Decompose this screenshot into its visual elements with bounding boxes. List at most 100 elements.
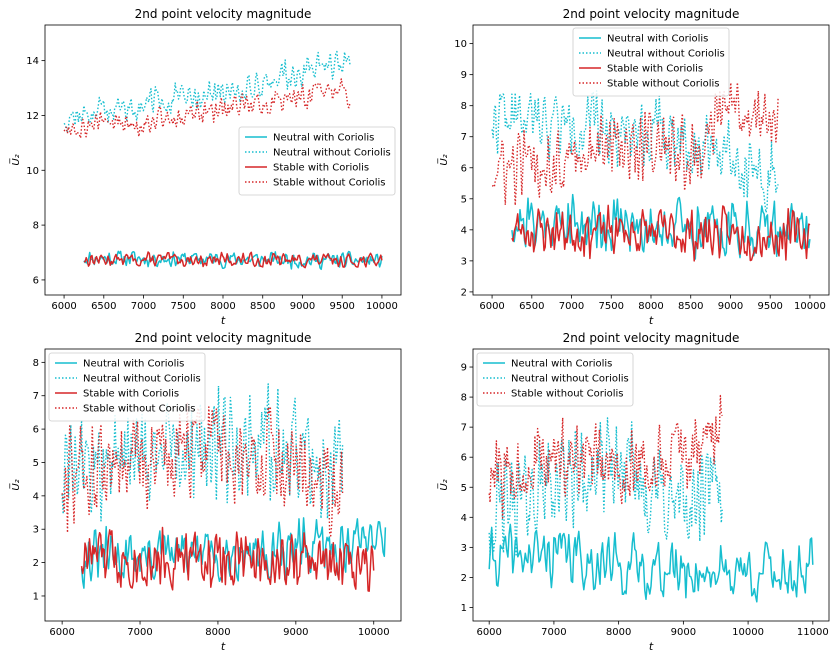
legend-entry: Neutral with Coriolis — [273, 133, 374, 144]
legend-entry: Neutral without Coriolis — [607, 49, 725, 60]
x-axis-label: t — [221, 314, 226, 327]
y-tick-label: 8 — [33, 358, 39, 369]
legend-entry: Stable without Coriolis — [83, 404, 196, 415]
y-tick-label: 5 — [33, 458, 39, 469]
y-tick-label: 4 — [461, 513, 467, 524]
chart-title: 2nd point velocity magnitude — [135, 7, 312, 21]
y-tick-label: 8 — [461, 101, 467, 112]
x-tick-label: 10000 — [794, 301, 826, 312]
x-tick-label: 9000 — [671, 627, 696, 638]
x-tick-label: 7000 — [559, 301, 584, 312]
legend-entry: Stable without Coriolis — [607, 79, 720, 90]
series-line-stable-without-coriolis — [491, 81, 779, 206]
legend: Neutral with Coriolis Neutral without Cor… — [238, 126, 396, 196]
legend: Neutral with Coriolis Neutral without Cor… — [476, 352, 634, 407]
series-line-neutral-with-coriolis — [488, 523, 814, 603]
series-line-neutral-without-coriolis — [488, 417, 723, 557]
legend-entry: Stable without Coriolis — [273, 178, 386, 189]
series-line-neutral-with-coriolis — [83, 250, 383, 271]
series-line-stable-without-coriolis — [61, 402, 344, 537]
x-tick-label: 7000 — [541, 627, 566, 638]
y-tick-label: 1 — [33, 591, 39, 602]
x-axis-label: t — [221, 640, 226, 653]
legend: Neutral with Coriolis Neutral without Cor… — [572, 27, 730, 97]
chart-title: 2nd point velocity magnitude — [563, 7, 740, 21]
x-tick-label: 11000 — [797, 627, 829, 638]
y-tick-label: 9 — [461, 70, 467, 81]
series-line-stable-with-coriolis — [80, 526, 375, 592]
y-tick-label: 14 — [26, 56, 39, 67]
legend-entry: Neutral without Coriolis — [273, 148, 391, 159]
y-tick-label: 7 — [461, 423, 467, 434]
legend-entry: Neutral without Coriolis — [511, 374, 629, 385]
legend-box — [48, 352, 206, 422]
x-tick-label: 8000 — [205, 627, 230, 638]
legend-box — [238, 126, 396, 196]
y-axis-label: U̅₂ — [9, 479, 22, 490]
chart-title: 2nd point velocity magnitude — [135, 331, 312, 345]
y-axis-label: U̅₂ — [437, 154, 450, 165]
x-tick-label: 9000 — [283, 627, 308, 638]
legend-entry: Neutral with Coriolis — [511, 359, 612, 370]
y-tick-label: 4 — [33, 491, 39, 502]
x-tick-label: 8000 — [638, 301, 663, 312]
y-tick-label: 5 — [461, 194, 467, 205]
y-tick-label: 7 — [33, 391, 39, 402]
y-tick-label: 4 — [461, 225, 467, 236]
y-tick-label: 8 — [33, 221, 39, 232]
y-tick-label: 9 — [461, 363, 467, 374]
axes-frame — [472, 348, 830, 622]
x-tick-label: 9500 — [329, 301, 354, 312]
x-axis-label: t — [649, 640, 654, 653]
x-tick-label: 8000 — [606, 627, 631, 638]
x-tick-label: 8000 — [210, 301, 235, 312]
chart-title: 2nd point velocity magnitude — [563, 331, 740, 345]
y-axis-label: U̅₂ — [437, 479, 450, 490]
y-tick-label: 8 — [461, 393, 467, 404]
legend-entry: Neutral with Coriolis — [83, 359, 184, 370]
x-tick-label: 10000 — [358, 627, 390, 638]
legend-box — [476, 352, 634, 407]
chart-panel-4: 2nd point velocity magnitude 6000 7000 8000… — [437, 331, 830, 653]
series-line-neutral-without-coriolis — [61, 383, 344, 522]
series-line-neutral-without-coriolis — [63, 50, 351, 134]
x-tick-label: 9000 — [718, 301, 743, 312]
y-tick-label: 10 — [454, 39, 467, 50]
x-tick-label: 6500 — [519, 301, 544, 312]
x-tick-label: 8500 — [250, 301, 275, 312]
legend-entry: Stable with Coriolis — [607, 64, 703, 75]
chart-panel-2: 2nd point velocity magnitude 6000 6500 7000… — [437, 7, 830, 327]
x-tick-label: 6000 — [479, 301, 504, 312]
legend-box — [572, 27, 730, 97]
x-tick-label: 6000 — [476, 627, 501, 638]
legend-entry: Neutral with Coriolis — [607, 34, 708, 45]
axes-frame — [44, 348, 402, 622]
x-tick-label: 10000 — [366, 301, 398, 312]
y-axis-label: U̅₂ — [9, 154, 22, 165]
series-line-stable-with-coriolis — [511, 204, 811, 262]
y-tick-label: 3 — [461, 256, 467, 267]
legend: Neutral with Coriolis Neutral without Cor… — [48, 352, 206, 422]
chart-panel-3: 2nd point velocity magnitude 6000 7000 8000… — [9, 331, 402, 653]
x-tick-label: 9500 — [757, 301, 782, 312]
y-tick-label: 12 — [26, 111, 39, 122]
legend-entry: Neutral without Coriolis — [83, 374, 201, 385]
x-axis-label: t — [649, 314, 654, 327]
series-line-stable-without-coriolis — [488, 394, 723, 519]
x-tick-label: 7000 — [127, 627, 152, 638]
x-tick-label: 7000 — [131, 301, 156, 312]
y-tick-label: 2 — [461, 573, 467, 584]
y-tick-label: 3 — [461, 543, 467, 554]
legend-entry: Stable with Coriolis — [273, 163, 369, 174]
y-tick-label: 6 — [33, 425, 39, 436]
x-tick-label: 7500 — [171, 301, 196, 312]
series-line-neutral-with-coriolis — [80, 517, 387, 589]
y-tick-label: 3 — [33, 525, 39, 536]
series-line-neutral-without-coriolis — [491, 90, 779, 214]
x-tick-label: 7500 — [599, 301, 624, 312]
x-tick-label: 6000 — [51, 301, 76, 312]
y-tick-label: 7 — [461, 132, 467, 143]
chart-panel-1: 2nd point velocity magnitude 6000 6500 7000… — [9, 7, 402, 327]
y-tick-label: 5 — [461, 483, 467, 494]
